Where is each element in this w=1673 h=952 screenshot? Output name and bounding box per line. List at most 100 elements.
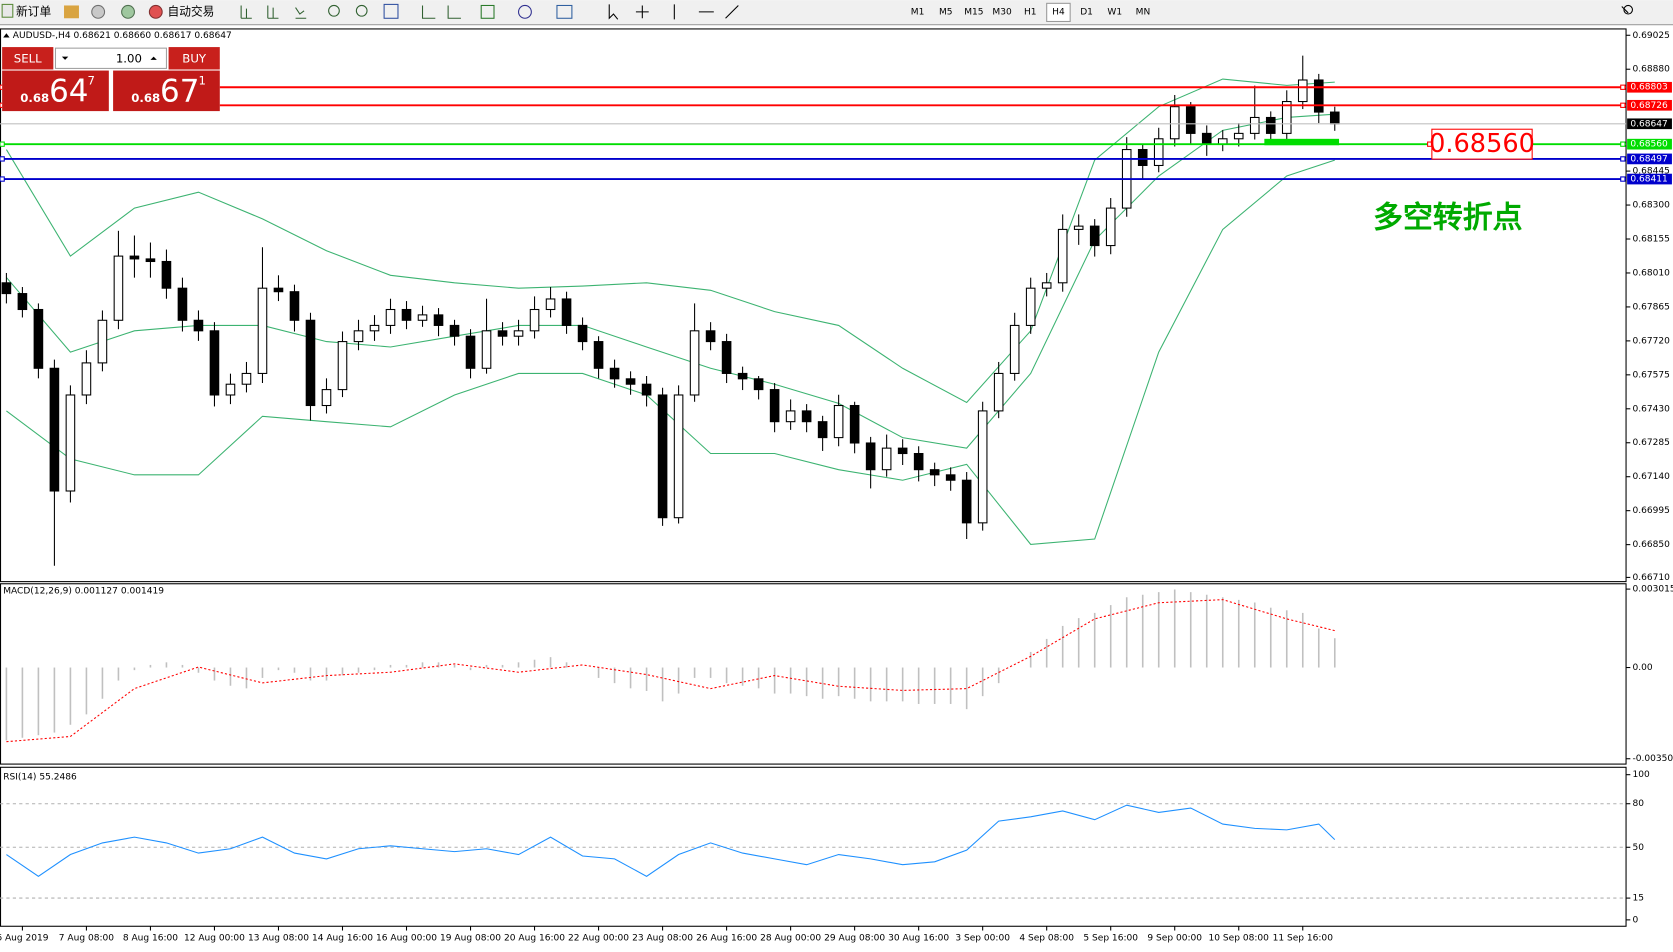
- x-tick-label: 19 Aug 08:00: [440, 933, 501, 943]
- candle-body: [145, 258, 156, 263]
- y-tick-label: 0.00: [1632, 663, 1652, 673]
- candle-body: [1009, 324, 1020, 374]
- x-tick-label: 7 Aug 08:00: [59, 933, 114, 943]
- candle-body: [209, 330, 220, 396]
- y-tick-label: 100: [1632, 770, 1650, 780]
- level-handle: [1620, 156, 1626, 162]
- level-label: 0.68411: [1630, 175, 1667, 185]
- y-tick-label: 0.68445: [1632, 167, 1669, 177]
- candle-body: [49, 367, 60, 492]
- volume-up[interactable]: [150, 56, 157, 60]
- auto-trading-button[interactable]: 自动交易: [168, 4, 215, 18]
- candle-body: [385, 308, 396, 326]
- macd-signal: [6, 599, 1335, 743]
- timeframe-button[interactable]: M15: [964, 7, 983, 17]
- timeframe-active: [1046, 2, 1071, 23]
- timeframe-button[interactable]: M1: [911, 7, 925, 17]
- candle-body: [257, 287, 268, 374]
- candle-body: [289, 291, 300, 321]
- level-label-bg: [1627, 81, 1672, 93]
- buy-price-prefix: 0.68: [131, 91, 160, 105]
- y-tick-label: 15: [1632, 894, 1644, 904]
- buy-button[interactable]: [168, 47, 220, 70]
- candle-body: [1313, 79, 1324, 113]
- y-tick-label: 0.69025: [1632, 31, 1669, 41]
- auto-trading-icon[interactable]: [148, 4, 163, 19]
- candle-body: [705, 330, 716, 343]
- level-label-bg: [1627, 138, 1672, 150]
- candle-body: [65, 394, 76, 492]
- candle-body: [721, 341, 732, 374]
- x-tick-label: 29 Aug 08:00: [824, 933, 885, 943]
- icon[interactable]: [64, 5, 79, 19]
- sell-button[interactable]: [2, 47, 54, 70]
- y-tick-label: 0.67285: [1632, 438, 1669, 448]
- callout-label: 0.68560: [1429, 129, 1535, 159]
- new-order-button[interactable]: 新订单: [16, 4, 51, 18]
- timeframe-button[interactable]: H1: [1024, 7, 1037, 17]
- candle-body: [833, 404, 844, 439]
- level-handle: [1620, 102, 1626, 108]
- x-tick-label: 8 Aug 16:00: [123, 933, 178, 943]
- candle-body: [1201, 132, 1212, 145]
- candle-body: [129, 255, 140, 260]
- level-handle: [1620, 176, 1626, 182]
- new-order-icon[interactable]: [1, 3, 14, 18]
- candle-body: [305, 319, 316, 407]
- candle-body: [1137, 149, 1148, 167]
- candle-body: [1089, 225, 1100, 247]
- timeframe-button[interactable]: M5: [939, 7, 953, 17]
- x-tick-label: 13 Aug 08:00: [248, 933, 309, 943]
- candle-body: [977, 410, 988, 524]
- candle-body: [177, 287, 188, 321]
- volume-value[interactable]: 1.00: [116, 51, 142, 65]
- candle-body: [545, 298, 556, 311]
- y-tick-label: 0.67140: [1632, 472, 1670, 482]
- icon[interactable]: [91, 4, 106, 19]
- candle-body: [657, 394, 668, 519]
- indicator-title: MACD(12,26,9) 0.001127 0.001419: [3, 587, 164, 597]
- x-tick-label: 20 Aug 16:00: [504, 933, 565, 943]
- candle-body: [1281, 101, 1292, 134]
- sell-price-fraction: 7: [87, 74, 94, 88]
- candle-body: [737, 372, 748, 380]
- candle-body: [897, 447, 908, 455]
- buy-label[interactable]: BUY: [182, 51, 207, 65]
- x-tick-label: 22 Aug 00:00: [568, 933, 629, 943]
- icon[interactable]: [121, 4, 135, 19]
- sell-price-prefix: 0.68: [20, 91, 49, 105]
- candle-body: [481, 330, 492, 369]
- candle-body: [401, 308, 412, 321]
- candle-body: [353, 330, 364, 343]
- level-label-bg: [1627, 173, 1672, 185]
- level-label: 0.68726: [1630, 101, 1668, 111]
- candle-body: [1185, 106, 1196, 134]
- buy-price-box[interactable]: [113, 70, 220, 112]
- volume-down[interactable]: [61, 56, 69, 60]
- sell-label[interactable]: SELL: [14, 51, 42, 65]
- sell-price-box[interactable]: [2, 70, 109, 112]
- timeframe-button[interactable]: D1: [1080, 7, 1093, 17]
- timeframe-button[interactable]: MN: [1136, 7, 1151, 17]
- timeframe-button[interactable]: H4: [1052, 7, 1065, 17]
- candle-body: [465, 335, 476, 369]
- level-label-bg: [1627, 99, 1672, 111]
- toolbar-icons[interactable]: [240, 3, 1633, 20]
- y-tick-label: 0.68300: [1632, 201, 1670, 211]
- candle-body: [113, 255, 124, 321]
- volume-box[interactable]: [54, 47, 167, 69]
- x-tick-label: 11 Sep 16:00: [1273, 933, 1334, 943]
- candle-body: [577, 324, 588, 343]
- annotation: 多空转折点: [1373, 200, 1522, 235]
- y-tick-label: 0.68155: [1632, 235, 1669, 245]
- toolbar: [0, 0, 1673, 25]
- timeframe-button[interactable]: M30: [992, 7, 1012, 17]
- y-tick-label: 0.68010: [1632, 268, 1670, 278]
- candle-body: [1265, 116, 1276, 134]
- y-tick-label: 0: [1632, 915, 1638, 925]
- candle-body: [433, 314, 444, 326]
- candle-body: [529, 308, 540, 332]
- timeframe-button[interactable]: W1: [1107, 7, 1122, 17]
- candle-body: [1073, 225, 1084, 230]
